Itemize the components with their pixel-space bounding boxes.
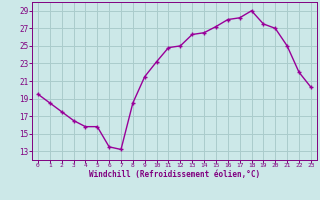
X-axis label: Windchill (Refroidissement éolien,°C): Windchill (Refroidissement éolien,°C) (89, 170, 260, 179)
